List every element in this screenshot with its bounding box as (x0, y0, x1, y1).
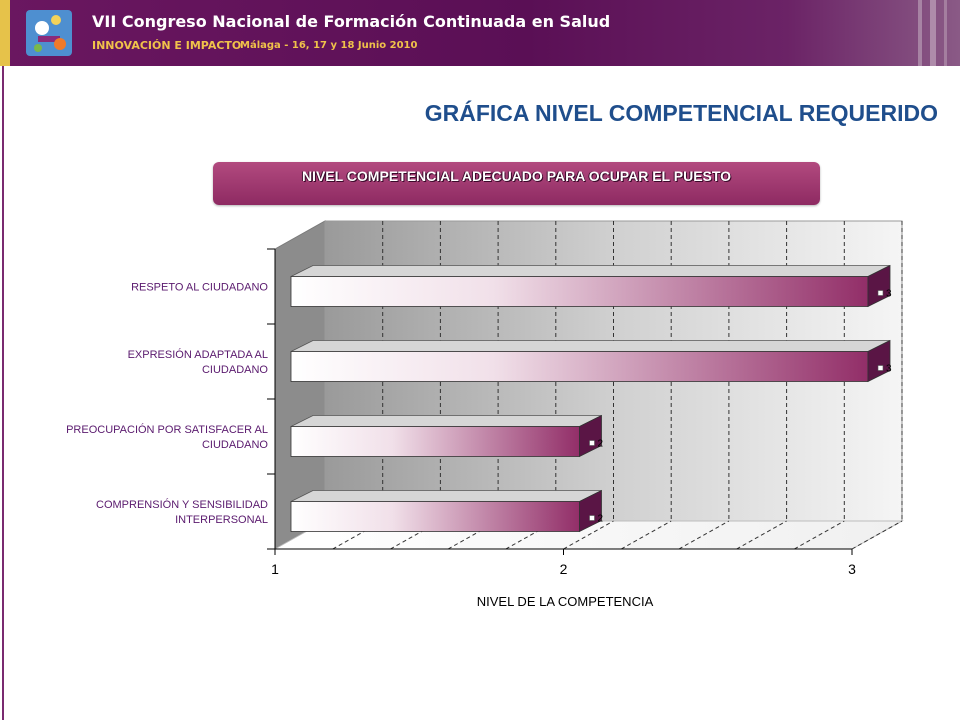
bar-side-face (867, 264, 891, 308)
conference-title: VII Congreso Nacional de Formación Conti… (92, 12, 611, 31)
category-label: COMPRENSIÓN Y SENSIBILIDAD (96, 498, 268, 511)
conference-subtitle: INNOVACIÓN E IMPACTO (92, 39, 242, 52)
gridline-floor (332, 520, 383, 550)
data-label: 3 (886, 289, 892, 300)
banner-decoration-icon (918, 0, 947, 66)
page-title: GRÁFICA NIVEL COMPETENCIAL REQUERIDO (424, 100, 938, 126)
bar (290, 351, 869, 382)
gridline-floor (505, 520, 557, 550)
x-tick-label: 1 (271, 561, 279, 577)
x-axis-title: NIVEL DE LA COMPETENCIA (477, 594, 654, 609)
gridline-floor (390, 520, 441, 550)
conference-location-date: Málaga - 16, 17 y 18 Junio 2010 (240, 40, 418, 51)
x-tick-label: 3 (848, 561, 856, 577)
data-label: 3 (886, 364, 892, 375)
conference-banner: VII Congreso Nacional de Formación Conti… (0, 0, 960, 66)
bar-top-face (290, 415, 602, 427)
gridline-floor (447, 520, 499, 550)
gridline-floor (851, 520, 903, 550)
gridline-floor (794, 520, 845, 550)
category-label: CIUDADANO (202, 439, 268, 451)
bar (290, 426, 580, 457)
x-tick-label: 2 (560, 561, 568, 577)
category-label: EXPRESIÓN ADAPTADA AL (128, 348, 268, 361)
data-label: 2 (598, 439, 604, 450)
category-label: INTERPERSONAL (175, 514, 268, 526)
category-label: RESPETO AL CIUDADANO (131, 282, 268, 294)
category-label: PREOCUPACIÓN POR SATISFACER AL (66, 423, 268, 436)
gridline-floor (736, 520, 787, 550)
bar-top-face (290, 340, 891, 352)
conference-logo-icon (26, 10, 72, 56)
data-label: 2 (598, 514, 604, 525)
legend-key-icon (877, 290, 884, 296)
gridline-floor (620, 520, 672, 550)
gridline-floor (678, 520, 730, 550)
legend-key-icon (589, 515, 595, 521)
bar (290, 501, 580, 532)
bar-side-face (579, 414, 602, 458)
category-label: CIUDADANO (202, 364, 268, 376)
bar-side-face (579, 489, 602, 533)
legend-key-icon (589, 440, 595, 446)
bar-side-face (867, 339, 891, 383)
bar-top-face (290, 490, 602, 502)
chart-title-box: NIVEL COMPETENCIAL ADECUADO PARA OCUPAR … (213, 162, 820, 205)
bar (290, 276, 869, 307)
left-border-line (2, 66, 4, 720)
gridline-floor (563, 520, 614, 550)
chart-title: NIVEL COMPETENCIAL ADECUADO PARA OCUPAR … (301, 168, 732, 184)
legend-key-icon (877, 365, 884, 371)
bar-top-face (290, 265, 891, 277)
banner-accent-stripe (0, 0, 10, 66)
